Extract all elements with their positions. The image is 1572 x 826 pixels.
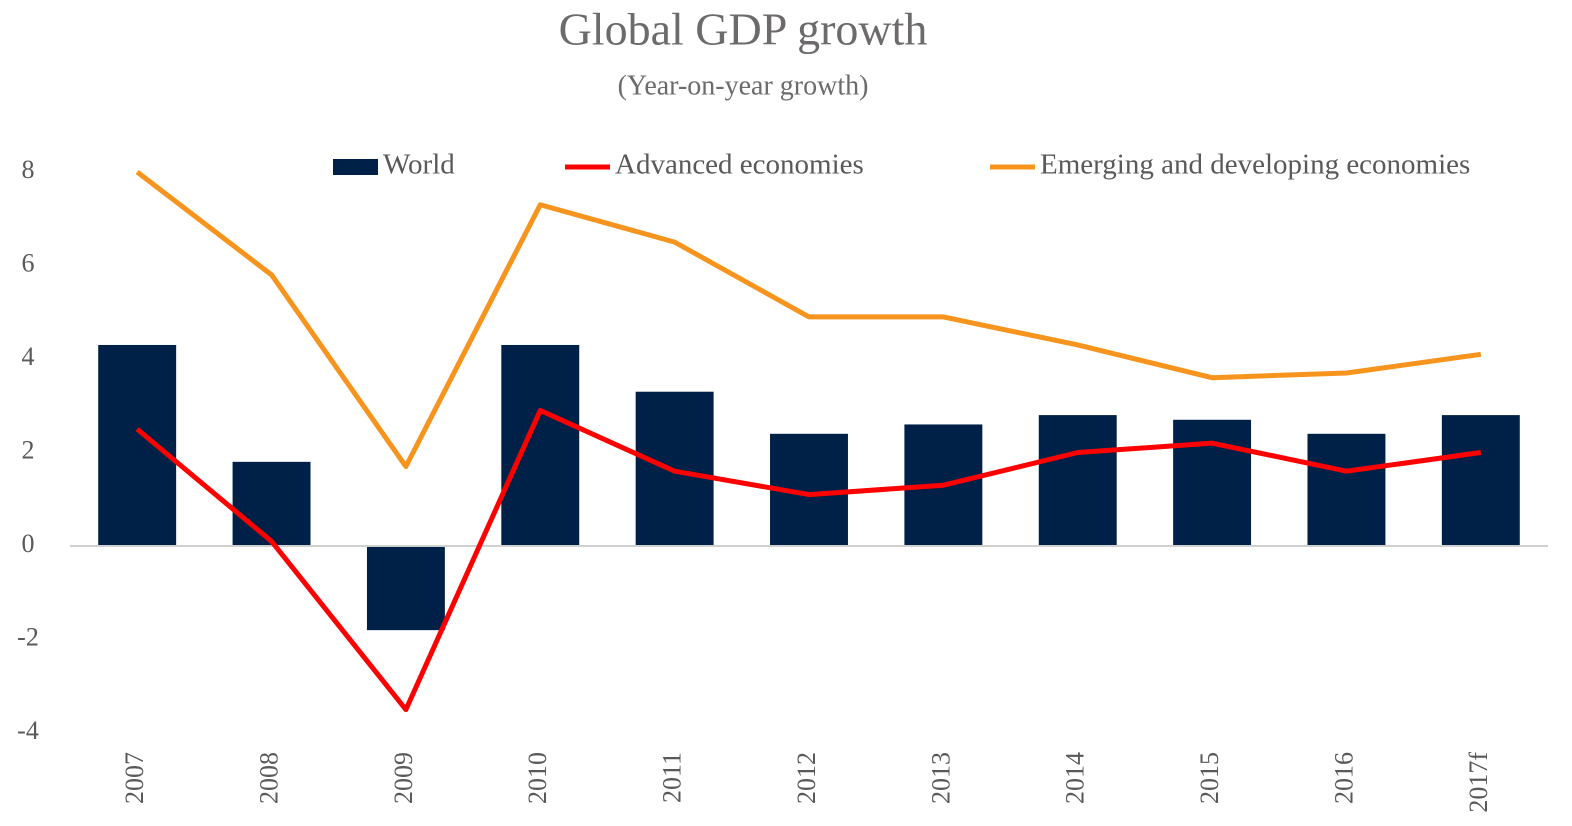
x-tick-label: 2016 <box>1329 752 1358 804</box>
x-tick-label: 2015 <box>1195 752 1224 804</box>
y-tick-label: 0 <box>22 529 35 558</box>
legend-label: Emerging and developing economies <box>1040 149 1470 181</box>
bar <box>1173 419 1252 546</box>
y-tick-label: 8 <box>22 155 35 184</box>
line <box>135 170 1482 470</box>
x-tick-label: 2011 <box>658 752 687 803</box>
y-tick-label: -2 <box>17 622 39 651</box>
x-tick-label: 2007 <box>120 752 149 804</box>
x-tick-label: 2008 <box>255 752 284 804</box>
legend-label: Advanced economies <box>615 149 864 181</box>
chart-title: Global GDP growth <box>559 4 928 55</box>
x-tick-label: 2014 <box>1061 752 1090 804</box>
bar <box>1307 433 1386 546</box>
chart-subtitle: (Year-on-year growth) <box>618 70 869 101</box>
bar <box>1441 415 1520 546</box>
legend-swatch <box>333 159 378 175</box>
x-tick-label: 2012 <box>792 752 821 804</box>
bar <box>501 344 580 546</box>
x-tick-label: 2013 <box>926 752 955 804</box>
line <box>135 407 1482 713</box>
bar <box>232 461 311 546</box>
y-tick-label: 4 <box>22 342 35 371</box>
bar <box>1038 415 1117 546</box>
legend-label: World <box>383 149 455 181</box>
y-tick-label: -4 <box>17 716 39 745</box>
x-tick-label: 2009 <box>389 752 418 804</box>
y-tick-label: 6 <box>22 248 35 277</box>
y-tick-label: 2 <box>22 435 35 464</box>
bar <box>98 344 177 546</box>
bar <box>366 546 445 631</box>
x-tick-label: 2017f <box>1464 752 1493 813</box>
x-tick-label: 2010 <box>523 752 552 804</box>
